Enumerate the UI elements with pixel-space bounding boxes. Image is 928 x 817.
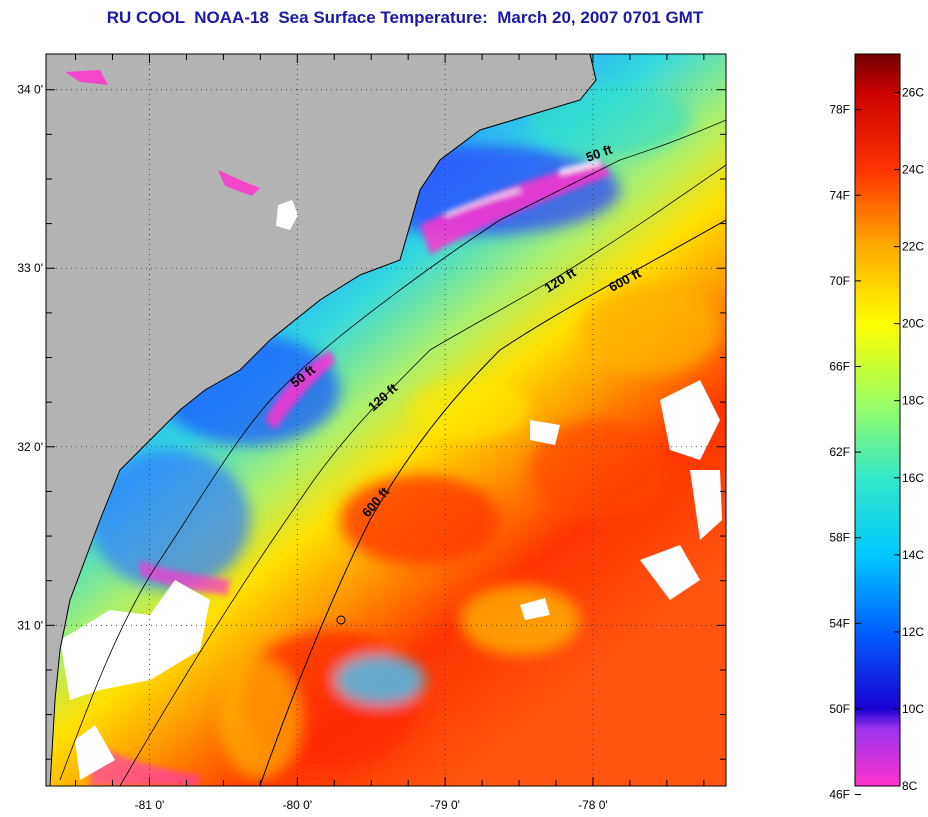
colorbar-label-f: 50F <box>829 702 850 716</box>
colorbar-label-f: 70F <box>829 274 850 288</box>
lat-label: 32 0' <box>17 440 43 454</box>
map-frame <box>45 53 727 787</box>
colorbar-label-c: 8C <box>902 779 918 793</box>
land-mass <box>46 54 596 786</box>
lat-label: 34 0' <box>17 83 43 97</box>
colorbar-label-c: 14C <box>902 548 924 562</box>
map-area <box>46 54 726 786</box>
cold-coastal-band <box>90 159 610 786</box>
cloud-patches-over-land <box>276 200 298 230</box>
lon-label: -78 0' <box>578 798 608 812</box>
inland-water <box>65 70 260 196</box>
colorbar <box>854 53 901 787</box>
lon-label: -81 0' <box>135 798 165 812</box>
colorbar-label-f: 54F <box>829 616 850 630</box>
colorbar-label-c: 12C <box>902 625 924 639</box>
lon-label: -79 0' <box>430 798 460 812</box>
station-marker <box>336 615 346 625</box>
coastline <box>49 54 597 786</box>
colorbar-label-f: 78F <box>829 103 850 117</box>
colorbar-labels: 26C 24C 22C 20C 18C 16C 14C 12C 10C 8C 78F 74F 70F 66… <box>829 86 924 802</box>
lat-label: 33 0' <box>17 261 43 275</box>
isobath-600ft <box>259 219 726 786</box>
colorbar-label-f: 58F <box>829 531 850 545</box>
colorbar-label-f: 74F <box>829 188 850 202</box>
axis-ticks: -81 0' -80 0' -79 0' -78 0' 31 0' 32 0' 33 0' 3… <box>17 54 726 812</box>
colorbar-label-c: 22C <box>902 240 924 254</box>
isobath-50ft <box>59 119 726 781</box>
cloud-mask <box>60 380 722 780</box>
colorbar-label-c: 10C <box>902 702 924 716</box>
colorbar-label-c: 16C <box>902 471 924 485</box>
colorbar-label-c: 26C <box>902 86 924 100</box>
graticule <box>46 54 726 786</box>
colorbar-label-f: 62F <box>829 445 850 459</box>
colorbar-label-f: 46F <box>829 788 850 802</box>
lat-label: 31 0' <box>17 618 43 632</box>
map-title: RU COOL NOAA-18 Sea Surface Temperature:… <box>106 8 704 27</box>
colorbar-label-c: 20C <box>902 317 924 331</box>
isobath-120ft <box>119 164 726 786</box>
colorbar-label-c: 24C <box>902 163 924 177</box>
colorbar-label-c: 18C <box>902 394 924 408</box>
lon-label: -80 0' <box>282 798 312 812</box>
colorbar-label-f: 66F <box>829 359 850 373</box>
